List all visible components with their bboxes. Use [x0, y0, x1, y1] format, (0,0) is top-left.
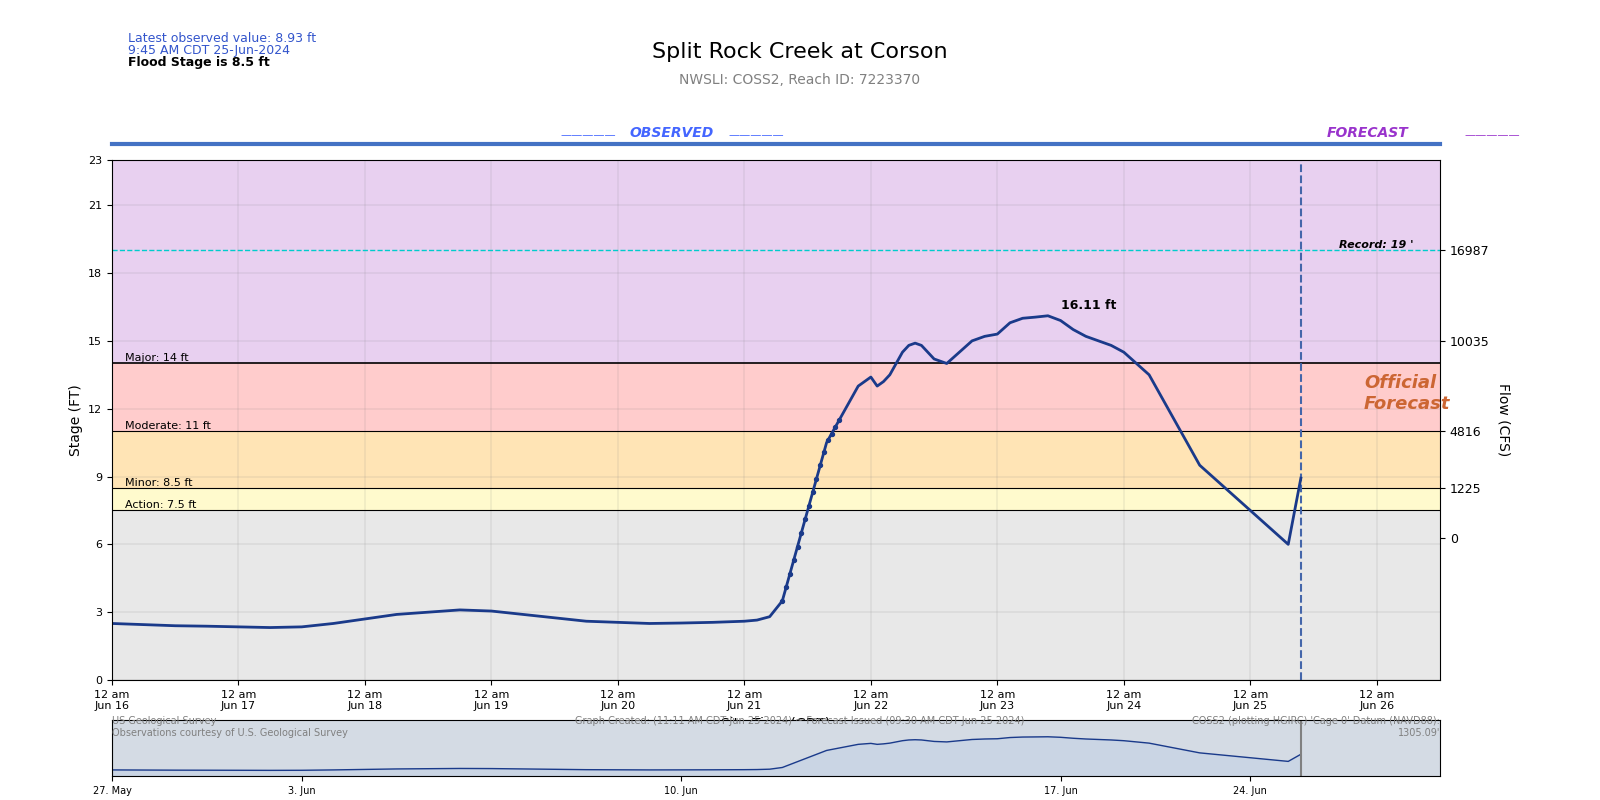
Text: Flood Stage is 8.5 ft: Flood Stage is 8.5 ft	[128, 56, 270, 69]
Point	[822, 420, 848, 433]
Text: US Geological Survey
Observations courtesy of U.S. Geological Survey: US Geological Survey Observations courte…	[112, 716, 347, 738]
Point	[792, 513, 818, 526]
Text: Major: 14 ft: Major: 14 ft	[125, 354, 189, 363]
Point	[770, 594, 795, 607]
Text: —————: —————	[560, 130, 616, 140]
Bar	[112, 510, 1440, 680]
Point	[819, 427, 845, 440]
Text: Graph Created: (11:11 AM CDT Jun 25 2024) ~ Forecast Issued (09:30 AM CDT Jun 25: Graph Created: (11:11 AM CDT Jun 25 2024…	[576, 716, 1024, 726]
Point	[811, 446, 837, 458]
Text: Action: 7.5 ft: Action: 7.5 ft	[125, 500, 197, 510]
Y-axis label: Flow (CFS): Flow (CFS)	[1496, 383, 1510, 457]
Text: NWSLI: COSS2, Reach ID: 7223370: NWSLI: COSS2, Reach ID: 7223370	[680, 73, 920, 87]
Text: 16.11 ft: 16.11 ft	[1061, 299, 1115, 312]
Point	[808, 459, 834, 472]
Text: —————: —————	[1464, 130, 1520, 140]
Bar	[112, 488, 1440, 510]
Text: Latest observed value: 8.93 ft: Latest observed value: 8.93 ft	[128, 32, 317, 45]
Y-axis label: Stage (FT): Stage (FT)	[69, 384, 83, 456]
Text: FORECAST: FORECAST	[1326, 126, 1408, 140]
Point	[814, 434, 840, 446]
Text: COSS2 (plotting HGIRC) 'Cage 0' Datum (NAVD88):
1305.09': COSS2 (plotting HGIRC) 'Cage 0' Datum (N…	[1192, 716, 1440, 738]
Bar	[112, 363, 1440, 431]
Point	[773, 581, 798, 594]
Bar	[112, 431, 1440, 488]
Text: Minor: 8.5 ft: Minor: 8.5 ft	[125, 478, 192, 487]
Text: Official
Forecast: Official Forecast	[1365, 374, 1451, 413]
Text: Split Rock Creek at Corson: Split Rock Creek at Corson	[653, 42, 947, 62]
X-axis label: Site Time (CDT): Site Time (CDT)	[722, 717, 830, 731]
Point	[827, 414, 853, 426]
Bar	[112, 160, 1440, 363]
Point	[781, 554, 806, 566]
Point	[778, 567, 803, 580]
Text: OBSERVED: OBSERVED	[630, 126, 714, 140]
Point	[789, 526, 814, 539]
Point	[797, 499, 822, 512]
Point	[800, 486, 826, 498]
Text: Record: 19 ': Record: 19 '	[1339, 240, 1413, 250]
Point	[784, 540, 810, 553]
Text: —————: —————	[728, 130, 784, 140]
Point	[803, 472, 829, 485]
Text: Moderate: 11 ft: Moderate: 11 ft	[125, 421, 211, 431]
Text: 9:45 AM CDT 25-Jun-2024: 9:45 AM CDT 25-Jun-2024	[128, 44, 290, 57]
